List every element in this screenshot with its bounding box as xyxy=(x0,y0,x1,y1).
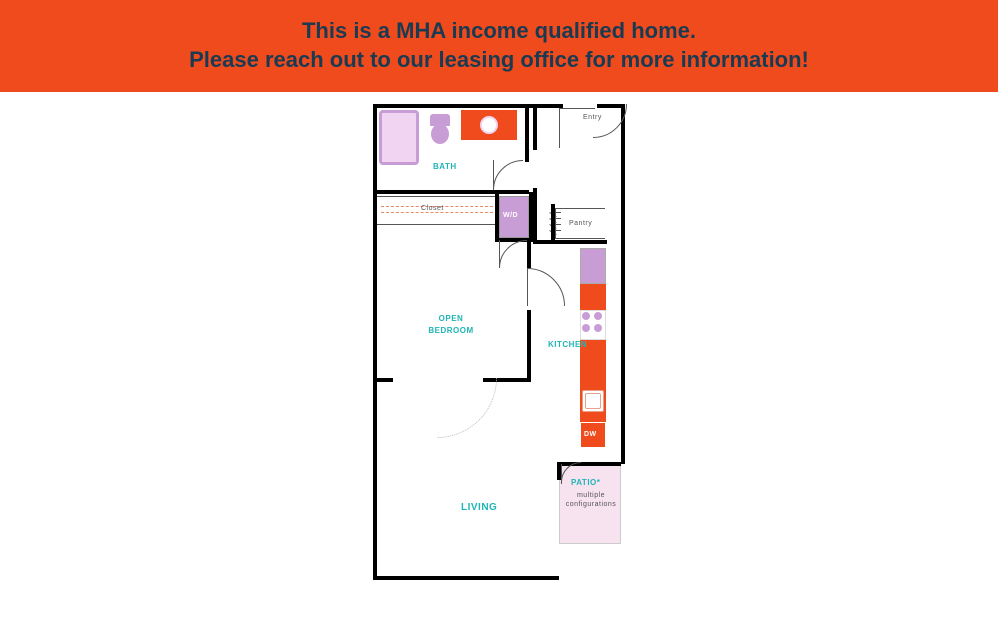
banner-line-1: This is a MHA income qualified home. xyxy=(302,17,696,46)
info-banner: This is a MHA income qualified home. Ple… xyxy=(0,0,998,92)
dw-label: DW xyxy=(584,431,597,438)
patio-sub1: multiple xyxy=(563,492,619,500)
patio-sub2: configurations xyxy=(557,501,625,508)
open-bedroom-label-1: OPEN xyxy=(421,314,481,323)
floor-plan: BATH Closet W/D Entry Pantry DW KITCHEN OPEN BED… xyxy=(373,104,625,624)
closet-label: Closet xyxy=(421,205,444,212)
open-bedroom-label-2: BEDROOM xyxy=(411,326,491,335)
kitchen-label: KITCHEN xyxy=(548,340,587,349)
bathtub xyxy=(379,110,419,165)
entry-label: Entry xyxy=(583,114,602,121)
toilet xyxy=(429,114,451,146)
living-label: LIVING xyxy=(461,502,497,513)
wd-label: W/D xyxy=(503,212,518,219)
refrigerator xyxy=(580,248,606,284)
patio-label: PATIO* xyxy=(571,478,600,487)
bath-label: BATH xyxy=(433,162,457,171)
pantry-label: Pantry xyxy=(569,220,592,227)
bath-sink xyxy=(480,116,498,134)
banner-line-2: Please reach out to our leasing office f… xyxy=(189,46,809,75)
